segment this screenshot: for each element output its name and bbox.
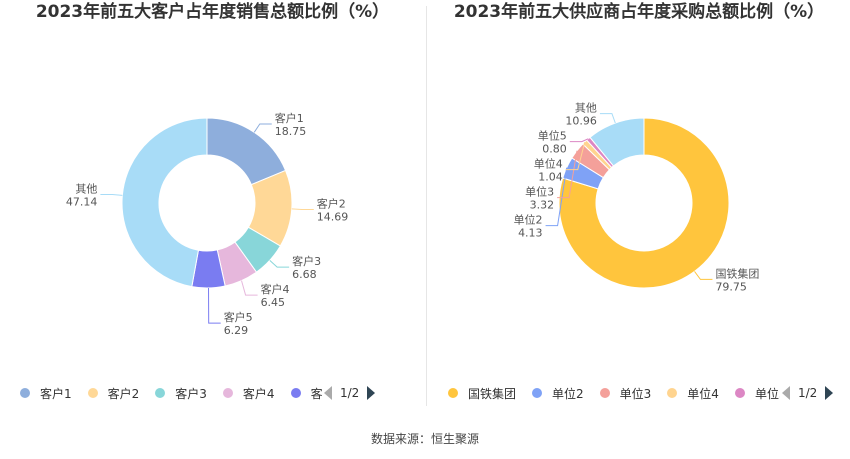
panel-divider <box>426 6 427 406</box>
leader-line <box>291 208 314 211</box>
legend-color-dot <box>87 388 98 398</box>
slice-label-name: 其他 <box>75 182 97 195</box>
donut-slice-其他[interactable] <box>589 117 645 167</box>
slice-label-value: 18.75 <box>275 125 307 138</box>
legend-label: 国铁集团 <box>468 386 517 401</box>
donut-slice-其他[interactable] <box>121 117 208 288</box>
legend-label: 单位5 <box>754 386 780 401</box>
slice-label-value: 6.68 <box>292 268 317 281</box>
legend-color-dot <box>734 388 745 398</box>
leader-line <box>269 259 290 268</box>
legend-next-icon[interactable] <box>825 386 834 400</box>
legend-color-dot <box>20 388 30 398</box>
donut-slice-客户1[interactable] <box>206 117 287 186</box>
legend-item[interactable]: 客户5 <box>290 385 322 402</box>
legend-prev-icon[interactable] <box>782 386 790 400</box>
legend-color-dot <box>448 388 458 398</box>
slice-label-name: 其他 <box>575 102 597 115</box>
legend-item[interactable]: 国铁集团 <box>448 385 516 402</box>
legend-prev-icon[interactable] <box>324 386 332 400</box>
slice-label-name: 单位4 <box>534 157 563 171</box>
legend-label: 客户1 <box>40 386 72 401</box>
leader-line <box>241 280 258 296</box>
slice-label-name: 国铁集团 <box>715 266 759 280</box>
leader-line <box>569 138 589 143</box>
legend-label: 客户5 <box>310 386 322 401</box>
leader-line <box>599 113 616 124</box>
chart-legend: 国铁集团 单位2 单位3 单位4 单位5 1/2 <box>448 384 842 402</box>
leader-line <box>557 150 578 199</box>
legend-item[interactable]: 单位5 <box>734 385 780 402</box>
slice-label-value: 6.45 <box>261 296 286 309</box>
legend-pager: 1/2 <box>782 386 834 400</box>
slice-label-name: 单位3 <box>525 185 554 199</box>
legend-color-dot <box>222 388 233 398</box>
data-source-note: 数据来源：恒生聚源 <box>370 432 479 446</box>
legend-color-dot <box>599 388 610 398</box>
legend-label: 单位2 <box>552 386 584 401</box>
slice-label-value: 79.75 <box>715 280 747 293</box>
leader-line <box>545 167 568 227</box>
slice-label-value: 0.80 <box>542 143 567 156</box>
legend-color-dot <box>290 388 301 398</box>
slice-label-name: 客户3 <box>292 254 321 268</box>
legend-item[interactable]: 客户2 <box>87 385 140 402</box>
legend-color-dot <box>667 388 678 398</box>
legend-label: 单位3 <box>619 386 652 401</box>
chart-title: 2023年前五大客户占年度销售总额比例（%） <box>35 2 390 22</box>
donut-slice-国铁集团[interactable] <box>558 117 730 289</box>
legend-page-indicator: 1/2 <box>340 386 360 400</box>
slice-label-name: 客户4 <box>261 282 290 296</box>
leader-line <box>565 141 586 171</box>
legend-item[interactable]: 单位4 <box>667 385 719 402</box>
legend-page-indicator: 1/2 <box>798 386 818 400</box>
slice-label-value: 6.29 <box>224 324 249 337</box>
legend-item[interactable]: 单位2 <box>532 385 584 402</box>
slice-label-name: 客户5 <box>224 310 253 324</box>
legend-color-dot <box>532 388 543 398</box>
right-chart-panel: 2023年前五大供应商占年度采购总额比例（%） 国铁集团 79.75 单位2 4.13… <box>428 0 850 420</box>
chart-legend: 客户1 客户2 客户3 客户4 客户5 1/2 <box>20 384 417 402</box>
left-chart-panel: 2023年前五大客户占年度销售总额比例（%） 客户1 18.75 客户2 14.69 客… <box>0 0 425 420</box>
legend-pager: 1/2 <box>324 386 376 400</box>
slice-label-value: 3.32 <box>530 199 555 212</box>
slice-label-value: 10.96 <box>565 115 597 128</box>
leader-line <box>253 123 272 133</box>
slice-label-value: 14.69 <box>317 211 349 224</box>
leader-line <box>100 193 123 196</box>
slice-label-name: 客户1 <box>275 111 304 125</box>
slice-label-name: 单位2 <box>514 213 543 227</box>
legend-item[interactable]: 客户3 <box>155 385 207 402</box>
legend-label: 客户4 <box>242 386 275 401</box>
legend-label: 客户2 <box>107 386 140 401</box>
leader-line <box>694 271 713 280</box>
slice-label-name: 单位5 <box>538 129 567 143</box>
slice-label-value: 4.13 <box>518 227 543 240</box>
legend-item[interactable]: 客户4 <box>222 385 275 402</box>
legend-item[interactable]: 客户1 <box>20 385 72 402</box>
slice-label-value: 47.14 <box>66 195 98 208</box>
legend-label: 单位4 <box>687 386 719 401</box>
leader-line <box>208 287 221 324</box>
chart-title: 2023年前五大供应商占年度采购总额比例（%） <box>453 2 825 22</box>
slice-label-value: 1.04 <box>538 171 563 184</box>
legend-next-icon[interactable] <box>367 386 376 400</box>
legend-label: 客户3 <box>175 386 207 401</box>
legend-color-dot <box>155 388 166 398</box>
slice-label-name: 客户2 <box>317 197 346 211</box>
legend-item[interactable]: 单位3 <box>599 385 652 402</box>
